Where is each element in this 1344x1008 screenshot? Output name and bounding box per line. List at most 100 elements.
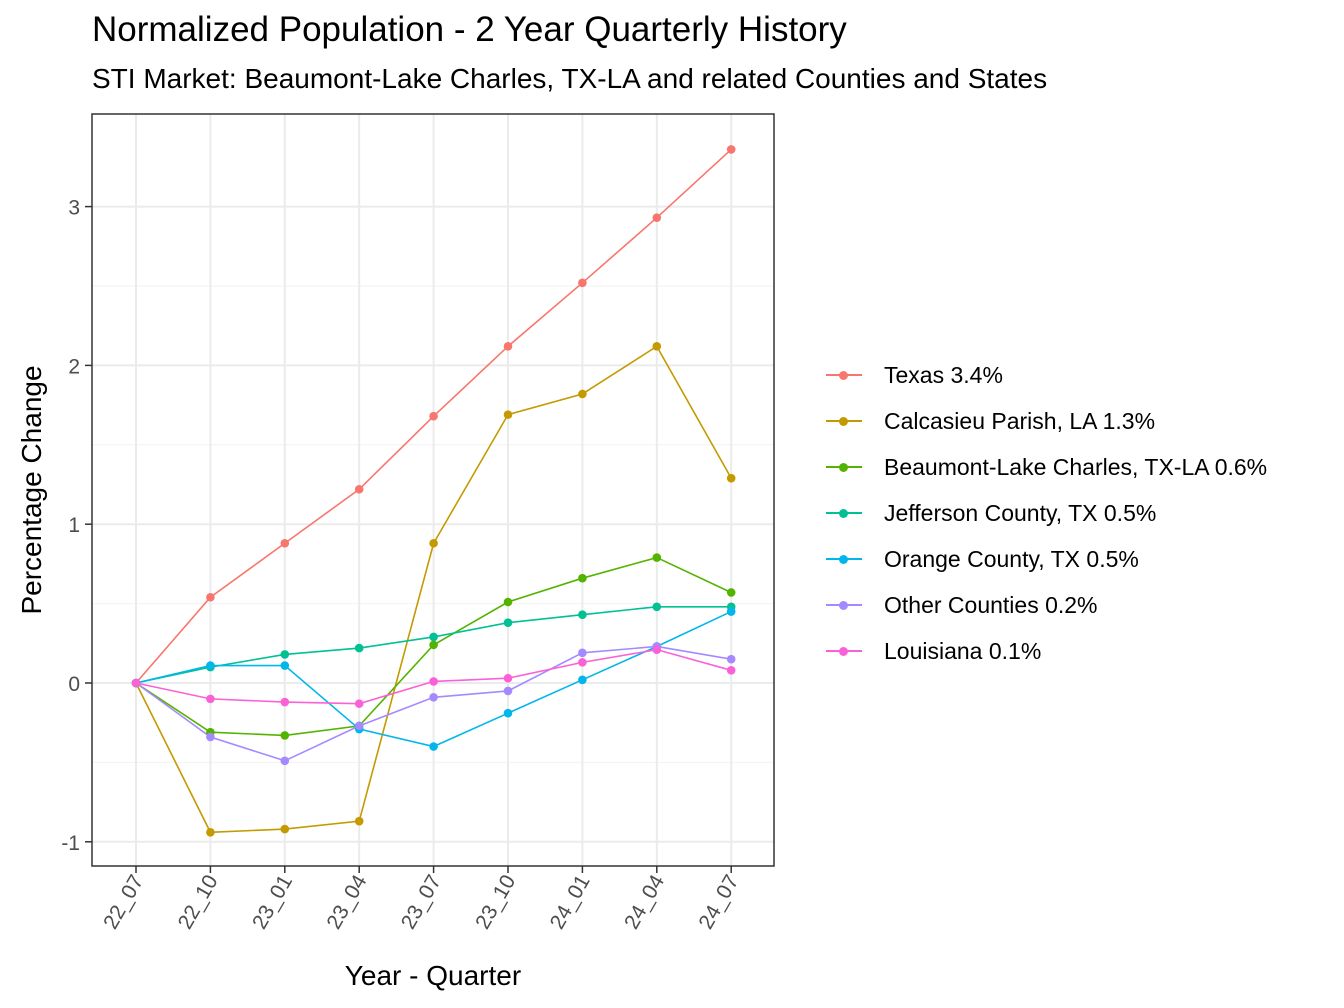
y-tick-label: 2: [68, 355, 80, 378]
data-point-louisiana-0-1: [206, 694, 215, 704]
legend-item: Texas 3.4%: [822, 352, 1267, 398]
legend-item: Other Counties 0.2%: [822, 582, 1267, 628]
y-tick-labels: -1 0 1 2 3: [61, 197, 80, 855]
data-point-beaumont-lake-charles-tx-la-0-6: [578, 573, 587, 583]
data-point-calcasieu-parish-la-1-3: [578, 389, 587, 399]
legend-key: [822, 398, 864, 444]
legend-key-dot: [839, 555, 848, 564]
data-point-beaumont-lake-charles-tx-la-0-6: [280, 731, 290, 740]
x-tick-label: 23_04: [322, 871, 371, 933]
legend-item: Louisiana 0.1%: [822, 628, 1267, 674]
data-point-beaumont-lake-charles-tx-la-0-6: [652, 553, 662, 562]
legend-key: [822, 490, 864, 536]
data-point-texas-3-4: [652, 213, 662, 223]
data-point-orange-county-tx-0-5: [503, 708, 513, 718]
data-point-other-counties-0-2: [280, 756, 290, 766]
legend-key: [822, 352, 864, 398]
data-point-other-counties-0-2: [726, 654, 736, 664]
legend-key-dot: [839, 463, 848, 472]
data-point-orange-county-tx-0-5: [280, 661, 290, 670]
axis-ticks: [85, 205, 732, 873]
legend-label: Beaumont-Lake Charles, TX-LA 0.6%: [884, 453, 1268, 480]
x-tick-label: 23_01: [248, 871, 297, 933]
legend-key-dot: [839, 417, 848, 426]
data-point-calcasieu-parish-la-1-3: [503, 410, 513, 419]
x-tick-label: 22_10: [174, 871, 223, 933]
x-tick-label: 24_07: [694, 871, 743, 933]
data-point-louisiana-0-1: [503, 673, 513, 683]
data-point-jefferson-county-tx-0-5: [503, 618, 513, 627]
x-axis-title: Year - Quarter: [345, 960, 521, 991]
legend-key-dot: [839, 647, 848, 656]
legend-key: [822, 628, 864, 674]
data-point-beaumont-lake-charles-tx-la-0-6: [429, 640, 438, 650]
data-point-louisiana-0-1: [280, 697, 290, 707]
data-point-louisiana-0-1: [652, 645, 662, 654]
data-point-texas-3-4: [726, 145, 736, 154]
chart-subtitle: STI Market: Beaumont-Lake Charles, TX-LA…: [92, 63, 1048, 94]
data-point-calcasieu-parish-la-1-3: [280, 824, 290, 834]
chart-title: Normalized Population - 2 Year Quarterly…: [92, 10, 847, 49]
data-point-louisiana-0-1: [354, 699, 364, 708]
data-point-louisiana-0-1: [131, 678, 141, 688]
legend-key: [822, 536, 864, 582]
legend-label: Orange County, TX 0.5%: [884, 545, 1139, 572]
legend-label: Other Counties 0.2%: [884, 591, 1098, 618]
data-point-calcasieu-parish-la-1-3: [206, 827, 215, 837]
data-point-louisiana-0-1: [578, 658, 587, 667]
legend-label: Louisiana 0.1%: [884, 637, 1042, 664]
x-tick-labels: 22_07 22_10 23_01 23_04 23_07 23_10 24_01 24_04…: [99, 871, 743, 933]
x-tick-label: 23_10: [471, 871, 520, 933]
legend-item: Orange County, TX 0.5%: [822, 536, 1267, 582]
legend-key: [822, 582, 864, 628]
y-tick-label: 1: [68, 514, 80, 537]
data-point-other-counties-0-2: [503, 686, 513, 696]
legend-key-dot: [839, 601, 848, 610]
y-axis-title: Percentage Change: [16, 365, 47, 614]
legend-item: Calcasieu Parish, LA 1.3%: [822, 398, 1267, 444]
data-point-jefferson-county-tx-0-5: [280, 650, 290, 659]
data-point-beaumont-lake-charles-tx-la-0-6: [726, 588, 736, 597]
data-point-calcasieu-parish-la-1-3: [652, 342, 662, 351]
data-point-orange-county-tx-0-5: [578, 675, 587, 685]
x-tick-label: 23_07: [397, 871, 446, 933]
data-point-texas-3-4: [578, 278, 587, 288]
x-tick-label: 24_01: [546, 871, 595, 933]
data-point-jefferson-county-tx-0-5: [354, 643, 364, 653]
legend-label: Calcasieu Parish, LA 1.3%: [884, 407, 1156, 434]
legend-label: Jefferson County, TX 0.5%: [884, 499, 1157, 526]
data-point-louisiana-0-1: [726, 665, 736, 675]
data-point-beaumont-lake-charles-tx-la-0-6: [503, 597, 513, 607]
legend-key-dot: [839, 509, 848, 518]
legend-label: Texas 3.4%: [884, 361, 1003, 388]
data-point-jefferson-county-tx-0-5: [652, 602, 662, 612]
data-point-orange-county-tx-0-5: [429, 742, 438, 751]
data-point-other-counties-0-2: [429, 692, 438, 702]
data-point-calcasieu-parish-la-1-3: [726, 473, 736, 483]
data-point-texas-3-4: [429, 411, 438, 421]
legend-item: Jefferson County, TX 0.5%: [822, 490, 1267, 536]
data-point-calcasieu-parish-la-1-3: [429, 538, 438, 548]
x-tick-label: 24_04: [620, 871, 669, 933]
data-point-jefferson-county-tx-0-5: [429, 632, 438, 642]
data-point-louisiana-0-1: [429, 677, 438, 686]
legend-key-dot: [839, 371, 848, 380]
y-tick-label: -1: [61, 832, 80, 855]
x-tick-label: 22_07: [99, 871, 148, 933]
legend: Texas 3.4% Calcasieu Parish, LA 1.3% Beaum…: [822, 352, 1267, 674]
data-point-texas-3-4: [206, 592, 215, 602]
data-point-orange-county-tx-0-5: [206, 661, 215, 670]
data-point-jefferson-county-tx-0-5: [578, 610, 587, 620]
data-point-calcasieu-parish-la-1-3: [354, 816, 364, 826]
data-point-other-counties-0-2: [578, 648, 587, 658]
data-point-other-counties-0-2: [206, 732, 215, 742]
data-point-orange-county-tx-0-5: [726, 607, 736, 616]
y-tick-label: 3: [68, 197, 80, 220]
legend-item: Beaumont-Lake Charles, TX-LA 0.6%: [822, 444, 1267, 490]
data-point-other-counties-0-2: [354, 721, 364, 731]
legend-key: [822, 444, 864, 490]
major-gridlines: [92, 114, 774, 866]
y-tick-label: 0: [68, 673, 80, 696]
data-point-texas-3-4: [503, 342, 513, 351]
